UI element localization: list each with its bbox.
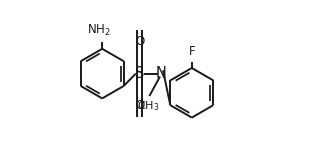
Text: N: N <box>155 66 166 81</box>
Text: O: O <box>135 99 144 112</box>
Text: CH$_3$: CH$_3$ <box>137 99 159 113</box>
Text: NH$_2$: NH$_2$ <box>87 23 111 38</box>
Text: S: S <box>135 66 144 81</box>
Text: F: F <box>188 45 195 58</box>
Text: O: O <box>135 35 144 48</box>
